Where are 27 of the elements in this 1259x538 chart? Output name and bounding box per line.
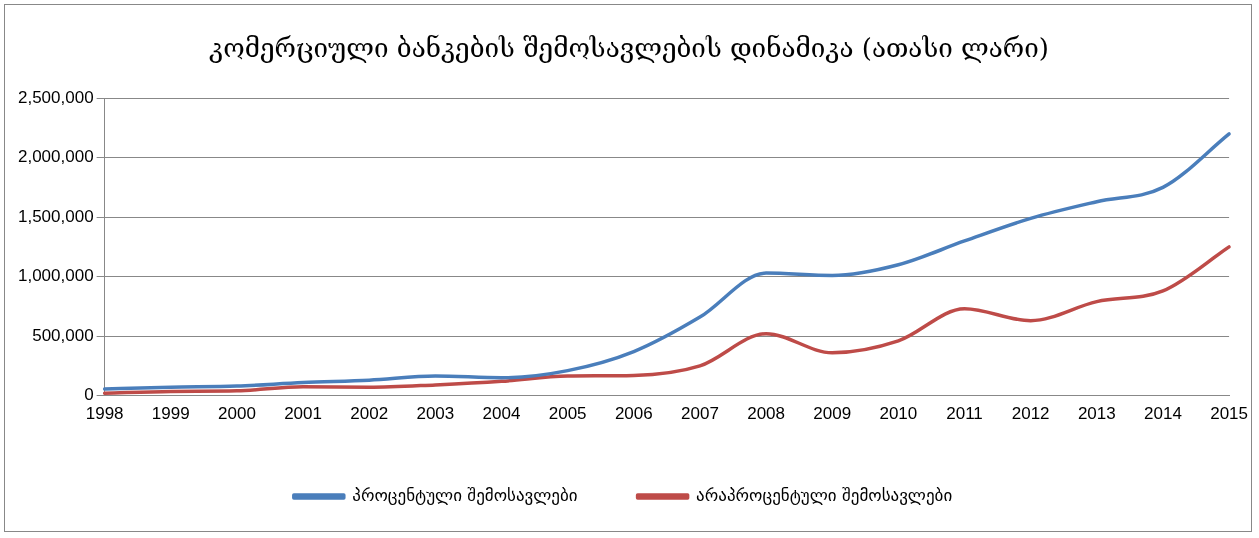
x-tick-label: 2006 — [614, 404, 653, 424]
x-tick-label: 2004 — [482, 404, 521, 424]
x-tick-label: 2009 — [813, 404, 852, 424]
y-tick-label: 1,500,000 — [17, 206, 94, 226]
x-tick-label: 2008 — [747, 404, 785, 424]
x-tick-label: 2013 — [1077, 404, 1116, 424]
x-tick-label: 2014 — [1144, 404, 1182, 424]
x-tick-label: 2000 — [218, 404, 256, 424]
x-tick-label: 2015 — [1210, 404, 1248, 424]
y-tick-label: 2,500,000 — [17, 87, 94, 107]
y-tick-label: 1,000,000 — [17, 266, 94, 286]
chart-title: კომერციული ბანკების შემოსავლების დინამიკა (ათასი ლარი) — [208, 33, 1050, 63]
x-tick-label: 1999 — [151, 404, 190, 424]
x-tick-label: 2002 — [350, 404, 389, 424]
legend-label: პროცენტული შემოსავლები — [352, 484, 578, 505]
x-tick-label: 2012 — [1011, 404, 1050, 424]
y-tick-label: 500,000 — [32, 325, 94, 345]
x-tick-label: 2007 — [681, 404, 719, 424]
y-tick-label: 2,000,000 — [17, 147, 94, 167]
x-tick-label: 2005 — [548, 404, 587, 424]
x-tick-label: 1998 — [85, 404, 124, 424]
x-tick-label: 2003 — [416, 404, 455, 424]
x-tick-label: 2011 — [946, 404, 983, 424]
x-tick-label: 2001 — [284, 404, 322, 424]
legend-label: არაპროცენტული შემოსავლები — [696, 484, 953, 505]
y-tick-label: 0 — [84, 385, 94, 405]
x-tick-label: 2010 — [879, 404, 918, 424]
